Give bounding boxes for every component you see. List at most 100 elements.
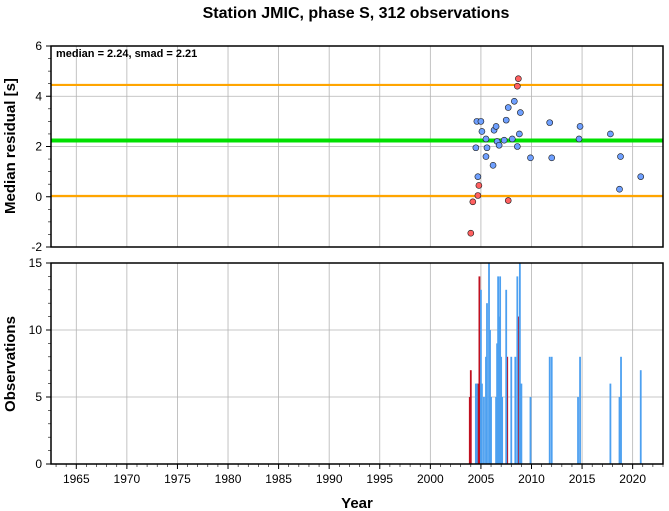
residual-reference-lines [51, 83, 663, 198]
outlier-point [514, 82, 521, 90]
y-tick-label: 4 [35, 89, 42, 103]
outlier-point [515, 75, 522, 82]
observation-bar [480, 289, 482, 464]
residual-point [516, 130, 523, 138]
y-tick-label: 2 [35, 140, 42, 154]
x-tick-label: 1975 [164, 472, 191, 486]
observation-bar [498, 316, 501, 464]
observation-bar [548, 356, 551, 464]
observation-bar [620, 356, 622, 464]
outlier-point [469, 198, 477, 206]
residual-point [489, 162, 497, 169]
x-tick-label: 2020 [619, 472, 646, 486]
x-tick-label: 1980 [215, 472, 242, 486]
observation-bar [500, 356, 503, 464]
residual-point [500, 136, 508, 144]
observation-bar [483, 397, 485, 464]
residual-point [510, 97, 518, 105]
residual-point [482, 153, 490, 160]
outlier-point [475, 182, 483, 189]
y-tick-label: 6 [35, 39, 42, 53]
observation-bar [489, 330, 491, 464]
x-tick-label: 2010 [518, 472, 545, 486]
residual-point [472, 144, 480, 152]
residual-point [576, 123, 584, 130]
observation-bar [497, 276, 500, 464]
residual-y-ticks: -2 0 2 4 6 [31, 39, 51, 254]
observations-bars [468, 263, 642, 464]
observation-bar [495, 397, 497, 464]
y-tick-label: 15 [29, 256, 43, 270]
residual-point [495, 141, 503, 149]
chart-title: Station JMIC, phase S, 312 observations [203, 5, 510, 22]
observation-bar [486, 303, 488, 464]
residual-point [607, 130, 614, 138]
residual-point [514, 143, 521, 150]
y-tick-label: 10 [29, 323, 43, 337]
outlier-point [474, 192, 482, 199]
residual-point [508, 135, 516, 143]
y-tick-label: 0 [35, 457, 42, 471]
observation-bar [516, 276, 519, 464]
x-tick-label: 2005 [468, 472, 495, 486]
outlier-observation-bar [506, 356, 509, 464]
residual-points [467, 75, 645, 237]
observation-bar [520, 383, 523, 464]
residual-point [482, 135, 490, 143]
observation-bar [609, 383, 612, 464]
residual-point [474, 173, 482, 180]
observation-bar [475, 383, 478, 464]
observation-bar [618, 397, 621, 464]
observation-bar [510, 356, 513, 464]
residual-annotation: median = 2.24, smad = 2.21 [56, 48, 197, 60]
outlier-observation-bar [468, 397, 471, 464]
x-tick-label: 2000 [417, 472, 444, 486]
outlier-observation-bar [469, 370, 472, 464]
observation-bar [496, 343, 499, 464]
observation-bar [490, 397, 492, 464]
year-x-axis-label: Year [341, 495, 373, 511]
x-tick-label: 1985 [265, 472, 292, 486]
residual-point [477, 118, 485, 125]
residual-point [546, 119, 554, 126]
residual-point [517, 109, 524, 116]
residual-point [616, 185, 623, 193]
year-x-ticks: 1965 1970 1975 1980 1985 1990 1995 2000 2005 2010… [55, 464, 664, 486]
observation-bar [529, 397, 532, 464]
outlier-observation-bar [476, 383, 479, 464]
x-tick-label: 1965 [63, 472, 90, 486]
residual-point [527, 154, 534, 162]
residual-point [548, 154, 556, 162]
observation-bar [639, 370, 642, 464]
observation-bar [514, 356, 517, 464]
observation-bar [518, 263, 521, 464]
observations-panel: 0 5 10 15 1965 1970 1975 1980 1985 1990 1995 2000 2… [2, 256, 664, 511]
residual-point [492, 123, 500, 130]
residual-point [478, 128, 486, 135]
outlier-point [467, 229, 475, 237]
observation-bar [501, 397, 504, 464]
y-tick-label: 5 [35, 390, 42, 404]
y-tick-label: -2 [31, 240, 42, 254]
residual-y-axis-label: Median residual [s] [2, 78, 19, 214]
observations-panel-frame [50, 262, 664, 465]
observations-panel-background [51, 263, 663, 464]
observation-bar [505, 289, 508, 464]
residual-point [502, 116, 510, 124]
observation-bar [579, 356, 581, 464]
x-tick-label: 1995 [366, 472, 393, 486]
observations-y-ticks: 0 5 10 15 [29, 256, 51, 471]
residual-point [617, 153, 624, 160]
observations-y-axis-label: Observations [2, 316, 19, 412]
observation-bar [499, 276, 502, 464]
observation-bar [488, 263, 490, 464]
outlier-point [504, 197, 512, 204]
observation-bar [550, 356, 553, 464]
x-tick-label: 1970 [114, 472, 141, 486]
residual-point [575, 135, 583, 143]
residual-point [483, 144, 491, 152]
residual-point [637, 173, 645, 180]
x-tick-label: 1990 [316, 472, 343, 486]
observation-bar [474, 383, 477, 464]
